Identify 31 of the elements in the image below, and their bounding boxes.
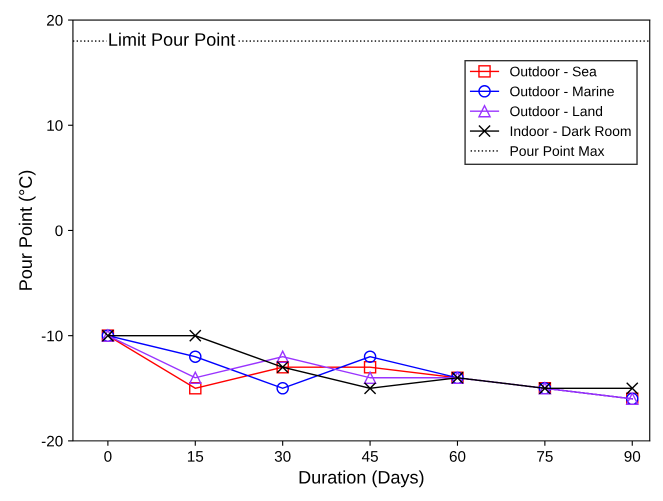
x-tick-label: 15 (188, 451, 204, 462)
point (364, 382, 376, 395)
y-axis-title: Pour Point (°C) (18, 170, 36, 290)
legend-label: Outdoor - Sea (510, 66, 597, 76)
point (364, 350, 376, 363)
legend-label: Pour Point Max (510, 146, 604, 156)
x-tick-label: 75 (537, 451, 553, 462)
y-tick-label: -20 (42, 436, 63, 447)
point (364, 360, 376, 374)
point (189, 350, 202, 363)
point (189, 329, 202, 342)
x-tick-label: 30 (274, 451, 291, 462)
point (189, 372, 202, 384)
annotation: Limit Pour Point (109, 32, 236, 46)
legend-label: Outdoor - Marine (510, 86, 614, 96)
point (189, 382, 202, 395)
y-tick-label: -10 (42, 330, 63, 342)
y-tick-label: 10 (47, 120, 63, 131)
x-tick-label: 60 (450, 451, 466, 462)
x-tick-label: 90 (624, 451, 640, 462)
point (276, 350, 289, 363)
y-tick-label: 20 (46, 14, 63, 26)
point (364, 372, 376, 384)
point (626, 382, 639, 395)
x-tick-label: 45 (362, 451, 378, 462)
x-axis-title: Duration (Days) (300, 470, 424, 488)
point (276, 382, 289, 395)
legend-label: Indoor - Dark Room (510, 126, 631, 136)
legend-label: Outdoor - Land (510, 106, 602, 116)
x-tick-label: 0 (104, 451, 112, 462)
y-tick-label: 0 (55, 225, 63, 236)
